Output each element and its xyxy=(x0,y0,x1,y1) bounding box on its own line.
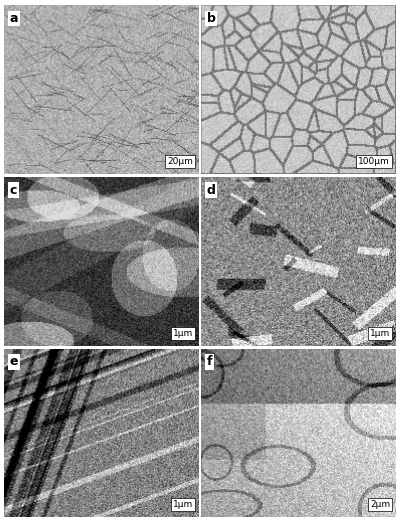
Text: a: a xyxy=(10,12,18,25)
Text: f: f xyxy=(207,356,212,368)
Text: 2μm: 2μm xyxy=(370,501,390,509)
Text: c: c xyxy=(10,184,17,197)
Text: 1μm: 1μm xyxy=(173,501,193,509)
Text: 20μm: 20μm xyxy=(167,157,193,166)
Text: 1μm: 1μm xyxy=(173,328,193,338)
Text: b: b xyxy=(207,12,216,25)
Text: d: d xyxy=(207,184,216,197)
Text: e: e xyxy=(10,356,18,368)
Text: 100μm: 100μm xyxy=(358,157,390,166)
Text: 1μm: 1μm xyxy=(370,328,390,338)
